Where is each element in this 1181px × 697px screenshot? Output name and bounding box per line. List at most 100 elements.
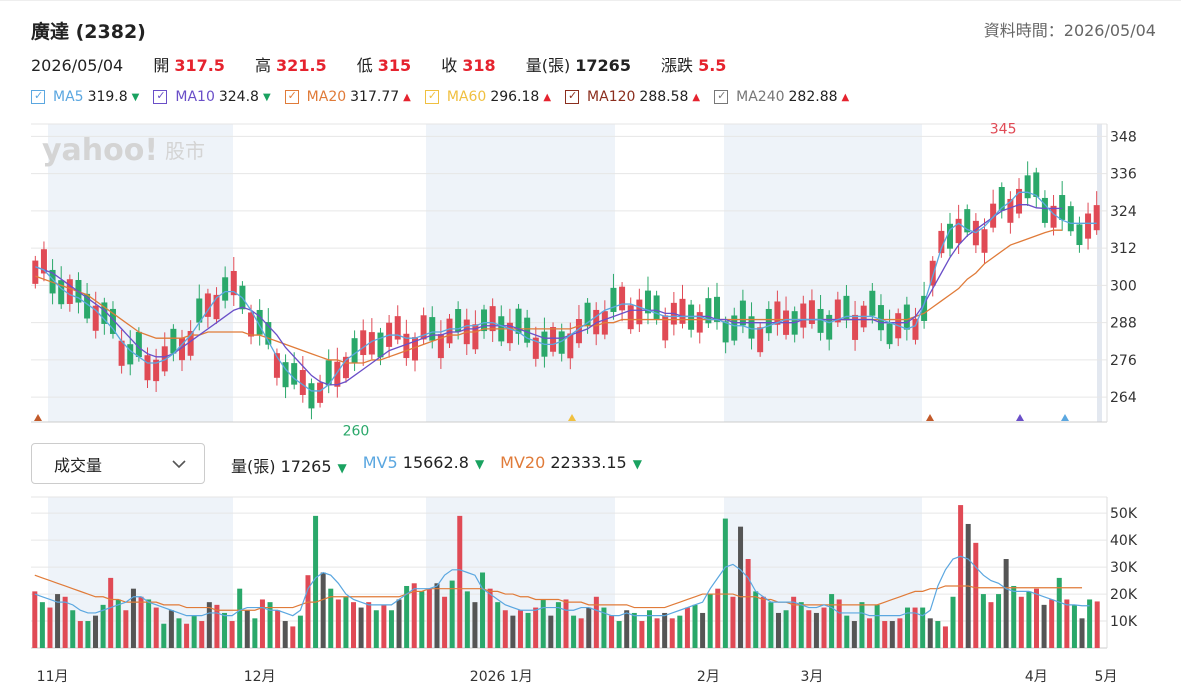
checkbox-icon[interactable]: ✓ — [424, 89, 439, 104]
volume-bar — [684, 607, 690, 648]
yahoo-logo: yahoo! — [42, 133, 158, 168]
volume-tick-label: 10K — [1110, 614, 1138, 630]
candle-body — [1007, 198, 1014, 223]
candle-body — [757, 327, 764, 353]
candle-body — [299, 369, 306, 395]
volume-bar — [297, 615, 303, 648]
candle-body — [161, 346, 168, 372]
candle-body — [532, 337, 539, 359]
candle-body — [32, 260, 39, 284]
volume-bar — [555, 602, 561, 648]
volume-bar — [146, 599, 152, 648]
candle-body — [550, 327, 557, 352]
indicator-dropdown[interactable]: 成交量 — [31, 443, 205, 484]
volume-bar — [973, 542, 979, 648]
volume-bar — [85, 621, 91, 648]
volume-bar — [548, 615, 554, 648]
chevron-down-icon — [172, 459, 186, 468]
ma-legend-item-ma5[interactable]: ✓ MA5 319.8 ▼ — [31, 89, 139, 105]
volume-bar — [32, 591, 38, 648]
candle-body — [826, 314, 833, 340]
vol-legend-value: 17265 — [280, 457, 332, 476]
volume-bar — [609, 615, 615, 648]
candle-body — [524, 317, 531, 343]
volume-bar — [692, 604, 698, 648]
candle-body — [955, 218, 962, 244]
volume-bar — [1094, 601, 1100, 648]
checkbox-icon[interactable]: ✓ — [565, 90, 580, 104]
volume-bar — [130, 588, 136, 648]
volume-bar — [897, 618, 903, 648]
event-marker-icon — [926, 414, 934, 421]
volume-bar — [791, 596, 797, 648]
arrow-down-icon: ▼ — [131, 91, 140, 103]
volume-bar — [176, 618, 182, 648]
candle-body — [843, 295, 850, 321]
volume-bar — [206, 602, 212, 648]
candle-body — [1050, 205, 1057, 228]
ma-legend-item-ma120[interactable]: ✓ MA120 288.58 ▲ — [565, 89, 700, 105]
volume-bar — [275, 610, 281, 648]
candle-body — [886, 323, 893, 345]
ma-legend-item-ma240[interactable]: ✓ MA240 282.88 ▲ — [714, 89, 849, 105]
candle-body — [351, 338, 358, 364]
volume-bar — [662, 612, 668, 648]
volume-bar — [1079, 618, 1085, 648]
check-icon: ✓ — [717, 89, 727, 102]
volume-bar — [813, 612, 819, 648]
volume-bar — [244, 610, 250, 648]
candle-body — [515, 308, 522, 334]
volume-bar — [806, 610, 812, 648]
candle-body — [127, 344, 134, 365]
volume-bar — [93, 615, 99, 648]
volume-bar — [669, 618, 675, 648]
volume-tick-label: 50K — [1110, 506, 1138, 522]
indicator-dropdown-label: 成交量 — [54, 455, 103, 475]
volume-bar — [1087, 599, 1093, 648]
candle-body — [334, 361, 341, 387]
candle-body — [1033, 172, 1040, 197]
checkbox-icon[interactable]: ✓ — [284, 90, 299, 104]
volume-bar — [593, 596, 599, 648]
y-tick-label: 288 — [1110, 316, 1137, 332]
candle-body — [1067, 206, 1074, 232]
y-tick-label: 324 — [1110, 204, 1137, 220]
check-icon: ✓ — [427, 89, 438, 102]
volume-bar — [1026, 591, 1032, 648]
ma-legend-item-ma10[interactable]: ✓ MA10 324.8 ▼ — [153, 89, 271, 105]
volume-bar — [502, 610, 508, 648]
checkbox-icon[interactable]: ✓ — [153, 90, 168, 104]
ma-legend-item-ma60[interactable]: ✓ MA60 296.18 ▲ — [424, 89, 551, 105]
candle-body — [170, 328, 177, 354]
candle-body — [325, 360, 332, 386]
candle-body — [153, 359, 160, 382]
candle-body — [688, 304, 695, 330]
candle-body — [1041, 197, 1048, 223]
candle-body — [368, 332, 375, 355]
volume-bar — [631, 612, 637, 648]
volume-bar — [419, 591, 425, 648]
event-marker-icon — [34, 414, 42, 421]
candle-body — [179, 337, 186, 361]
candle-body — [877, 305, 884, 331]
volume-bar — [55, 594, 61, 648]
vol-legend-item: 量(張) 17265 ▼ — [231, 453, 347, 477]
candle-body — [852, 314, 859, 340]
volume-bar — [237, 588, 243, 648]
volume-bar — [464, 591, 470, 648]
candle-body — [1085, 213, 1092, 239]
volume-bar — [859, 602, 865, 648]
candle-body — [291, 363, 298, 385]
checkbox-icon[interactable]: ✓ — [714, 89, 729, 104]
candle-body — [946, 223, 953, 249]
x-tick-label: 2月 — [697, 669, 720, 685]
checkbox-icon[interactable]: ✓ — [31, 90, 45, 104]
volume-bar — [563, 599, 569, 648]
candle-body — [869, 290, 876, 316]
ma-legend-item-ma20[interactable]: ✓ MA20 317.77 ▲ — [284, 89, 411, 105]
x-tick-label: 2026 1月 — [470, 669, 533, 685]
volume-bar — [259, 599, 265, 648]
candle-body — [265, 322, 272, 345]
volume-bar — [540, 599, 546, 648]
